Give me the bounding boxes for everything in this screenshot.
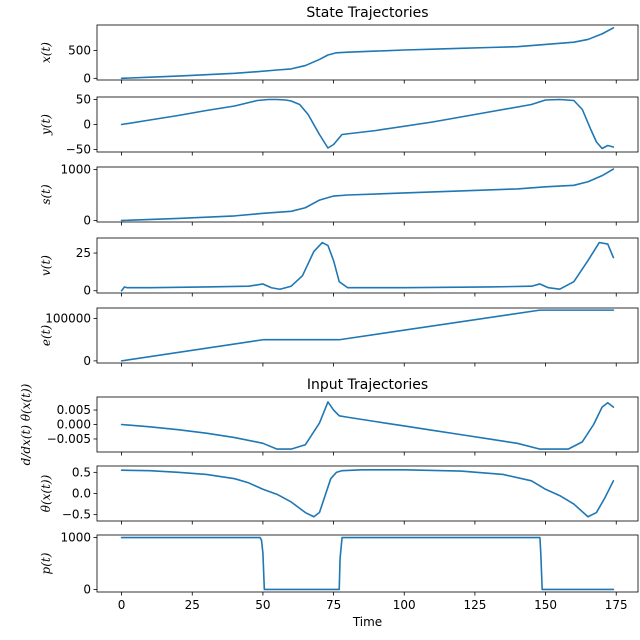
- series-line: [120, 26, 615, 80]
- y-tick-label: 0.000: [57, 418, 91, 432]
- series-line: [120, 168, 615, 222]
- x-tick-label: 175: [605, 598, 628, 612]
- y-tick-label: 25: [76, 246, 91, 260]
- y-tick-label: 0: [83, 284, 91, 298]
- x-tick-label: 75: [326, 598, 341, 612]
- y-tick-label: 0: [83, 582, 91, 596]
- x-axis-label: Time: [352, 615, 382, 629]
- y-tick-label: 50: [76, 93, 91, 107]
- axes-frame: [96, 166, 639, 223]
- x-tick-label: 25: [185, 598, 200, 612]
- y-tick-label: 1000: [60, 531, 91, 545]
- series-line: [120, 309, 615, 362]
- y-axis-label: e(t): [39, 325, 53, 347]
- series-line: [120, 469, 615, 518]
- y-axis-label: d/dx(t) θ(x(t)): [19, 383, 33, 465]
- y-axis-label: s(t): [39, 184, 53, 205]
- x-tick-label: 100: [393, 598, 416, 612]
- y-tick-label: 500: [68, 44, 91, 58]
- y-tick-label: 100000: [45, 312, 91, 326]
- x-tick-label: 0: [118, 598, 126, 612]
- axes-frame: [96, 534, 639, 593]
- axes-frame: [96, 96, 639, 153]
- panel-title: State Trajectories: [306, 5, 428, 21]
- panel-0: State Trajectories 0 500 x(t): [39, 5, 639, 85]
- y-axis-label: p(t): [39, 552, 53, 574]
- axes-frame: [96, 24, 639, 81]
- y-tick-label: 0.5: [72, 465, 91, 479]
- y-axis-label: v(t): [39, 255, 53, 276]
- y-tick-label: 0: [83, 71, 91, 85]
- y-tick-label: 1000: [60, 163, 91, 177]
- panel-7: 0 1000 0 25 50 75 100 125 150 175 p(t) Time: [39, 531, 639, 629]
- x-tick-label: 50: [255, 598, 270, 612]
- x-tick-label: 125: [463, 598, 486, 612]
- y-axis-label: θ(x(t)): [39, 474, 53, 512]
- y-axis-label: y(t): [39, 114, 53, 136]
- y-tick-label: 0: [83, 354, 91, 368]
- y-tick-label: −0.5: [62, 508, 91, 522]
- y-tick-label: −0.005: [47, 432, 91, 446]
- axes-frame: [96, 307, 639, 364]
- panel-title: Input Trajectories: [307, 377, 428, 393]
- y-tick-label: 0.0: [72, 487, 91, 501]
- y-axis-label: x(t): [39, 42, 53, 63]
- y-tick-label: −50: [66, 143, 91, 157]
- series-line: [120, 98, 615, 150]
- panel-2: 0 1000 s(t): [39, 163, 639, 227]
- x-tick-label: 150: [534, 598, 557, 612]
- y-tick-label: 0: [83, 213, 91, 227]
- panel-3: 0 25 v(t): [39, 237, 639, 298]
- series-line: [120, 241, 615, 292]
- axes-frame: [96, 396, 639, 453]
- panel-1: −50 0 50 y(t): [39, 93, 639, 157]
- panel-6: −0.5 0.0 0.5 θ(x(t)): [39, 465, 639, 525]
- series-line: [120, 536, 615, 591]
- series-line: [120, 401, 615, 450]
- y-tick-label: 0.005: [57, 403, 91, 417]
- y-tick-label: 0: [83, 118, 91, 132]
- axes-frame: [96, 237, 639, 294]
